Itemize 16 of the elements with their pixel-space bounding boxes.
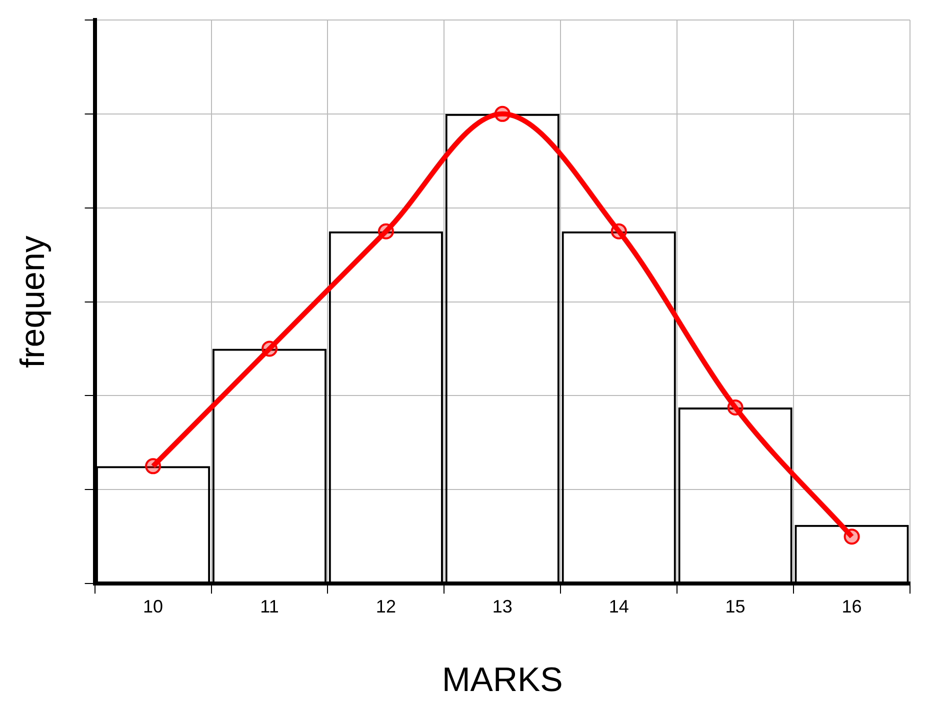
point	[494, 106, 510, 122]
point	[727, 399, 744, 416]
x-tick-label: 12	[376, 596, 396, 616]
x-tick-label: 13	[492, 596, 512, 616]
x-tick-label: 15	[725, 596, 746, 616]
x-tick-label: 16	[842, 596, 862, 616]
x-tick-label: 10	[143, 596, 164, 616]
x-tick-label: 11	[260, 596, 279, 616]
point	[844, 528, 860, 545]
y-axis-title: frequeny	[14, 236, 52, 368]
x-tick-label: 14	[608, 596, 629, 616]
point	[378, 223, 394, 240]
x-axis-title: MARKS	[442, 660, 563, 699]
point	[610, 223, 627, 240]
point	[145, 458, 162, 474]
point	[261, 340, 278, 357]
